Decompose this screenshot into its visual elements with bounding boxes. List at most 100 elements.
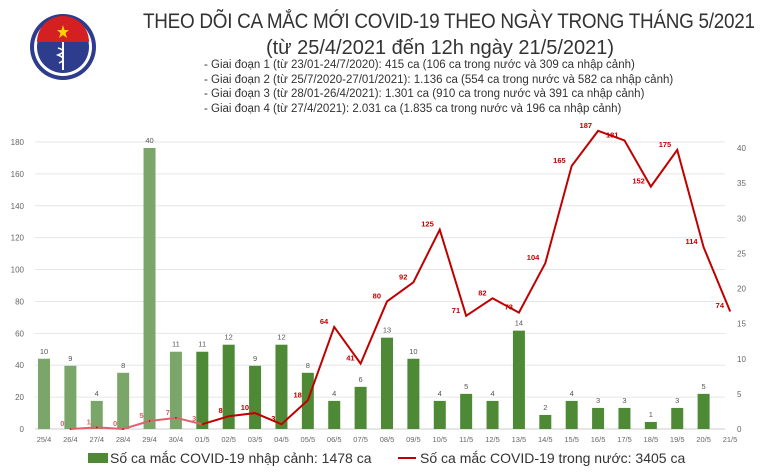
line-data-label: 18 <box>294 390 302 399</box>
x-axis-tick: 21/5 <box>723 435 738 444</box>
line-point <box>333 326 336 328</box>
bar-imported <box>249 365 262 429</box>
right-axis-tick: 15 <box>737 320 746 329</box>
x-axis-tick: 15/5 <box>564 435 579 444</box>
bar-data-label: 4 <box>438 389 442 398</box>
bar-imported <box>433 400 446 429</box>
line-data-label: 74 <box>716 301 725 310</box>
x-axis-tick: 01/5 <box>195 435 210 444</box>
bar-data-label: 10 <box>409 347 417 356</box>
line-data-label: 7 <box>166 408 170 417</box>
left-axis-tick: 60 <box>15 329 24 338</box>
line-data-label: 82 <box>478 288 486 297</box>
bar-data-label: 9 <box>253 354 257 363</box>
line-point <box>491 297 494 300</box>
bar-data-label: 4 <box>570 389 574 398</box>
bar-imported <box>697 393 710 429</box>
bar-data-label: 12 <box>277 333 285 342</box>
bar-data-label: 4 <box>490 389 494 398</box>
bar-imported <box>169 351 182 429</box>
line-data-label: 181 <box>606 130 619 139</box>
line-point <box>623 139 626 142</box>
line-domestic-early <box>70 416 203 431</box>
phase-note: - Giai đoạn 4 (từ 27/4/2021): 2.031 ca (… <box>204 102 622 115</box>
left-axis-tick: 0 <box>20 425 25 434</box>
bar-imported <box>644 421 657 429</box>
line-data-label: 8 <box>219 406 223 415</box>
bar-imported <box>671 407 684 429</box>
bar-imported <box>539 414 552 429</box>
bar-imported <box>460 393 473 429</box>
left-axis-tick: 100 <box>11 266 25 275</box>
line-point <box>122 428 124 430</box>
line-data-label: 92 <box>399 272 407 281</box>
line-point <box>227 415 230 418</box>
line-point <box>465 314 467 317</box>
line-data-label: 41 <box>346 354 354 363</box>
line-data-label: 71 <box>452 306 460 315</box>
line-point <box>95 426 98 429</box>
bar-data-label: 12 <box>225 333 233 342</box>
x-axis-tick: 08/5 <box>380 435 395 444</box>
right-axis-tick: 40 <box>737 144 746 153</box>
line-data-label: 114 <box>686 237 699 246</box>
left-axis-tick: 40 <box>15 361 24 370</box>
x-axis-tick: 10/5 <box>432 435 447 444</box>
bar-data-label: 8 <box>121 361 125 370</box>
bar-imported <box>222 344 235 429</box>
bar-imported <box>486 400 499 429</box>
bar-data-label: 3 <box>622 396 626 405</box>
legend-swatch-line <box>398 457 416 459</box>
chart-title: THEO DÕI CA MẮC MỚI COVID-19 THEO NGÀY T… <box>143 10 755 33</box>
line-point <box>412 281 415 284</box>
left-axis-tick: 180 <box>11 138 25 147</box>
ministry-of-health-logo <box>30 14 96 80</box>
x-axis-tick: 03/5 <box>248 435 263 444</box>
line-point <box>518 311 520 314</box>
legend-label-domestic: Số ca mắc COVID-19 trong nước: 3405 ca <box>420 450 686 466</box>
right-axis-tick: 30 <box>737 214 746 223</box>
right-axis-tick: 0 <box>737 425 742 434</box>
right-axis-tick: 5 <box>737 390 742 399</box>
x-axis-tick: 04/5 <box>274 435 289 444</box>
right-axis-tick: 10 <box>737 355 746 364</box>
bar-data-label: 2 <box>543 403 547 412</box>
line-data-label: 3 <box>271 414 275 423</box>
left-axis-tick: 20 <box>15 393 24 402</box>
bar-imported <box>275 344 288 429</box>
x-axis-tick: 18/5 <box>644 435 659 444</box>
line-point <box>254 412 256 414</box>
line-point <box>676 149 679 151</box>
line-point <box>386 300 388 303</box>
phase-note: - Giai đoạn 2 (từ 25/7/2020-27/01/2021):… <box>204 73 674 86</box>
line-data-label: 152 <box>632 177 645 186</box>
line-data-label: 0 <box>60 419 64 428</box>
line-data-label: 104 <box>527 253 540 262</box>
bar-imported <box>618 407 631 429</box>
x-axis-tick: 30/4 <box>169 435 184 444</box>
x-axis-tick: 09/5 <box>406 435 421 444</box>
line-data-label: 175 <box>659 140 672 149</box>
line-point <box>650 185 652 188</box>
bar-imported <box>328 400 341 429</box>
x-axis-tick: 14/5 <box>538 435 553 444</box>
line-point <box>307 399 309 402</box>
bar-imported <box>38 358 50 429</box>
legend-swatch-bar <box>88 453 108 463</box>
bar-data-label: 14 <box>515 319 523 328</box>
x-axis-tick: 02/5 <box>221 435 236 444</box>
bar-data-label: 3 <box>675 396 679 405</box>
bar-imported <box>512 330 525 429</box>
line-data-label: 73 <box>505 303 513 312</box>
x-axis-tick: 27/4 <box>89 435 104 444</box>
bar-data-label: 11 <box>198 340 206 349</box>
left-axis-tick: 140 <box>11 202 25 211</box>
bar-imported <box>196 351 209 429</box>
line-point <box>359 362 362 365</box>
line-point <box>544 262 547 264</box>
bar-data-label: 40 <box>145 136 153 145</box>
right-axis-tick: 25 <box>737 249 746 258</box>
line-point <box>280 423 283 426</box>
bar-data-label: 4 <box>95 389 99 398</box>
x-axis-tick: 05/5 <box>301 435 316 444</box>
